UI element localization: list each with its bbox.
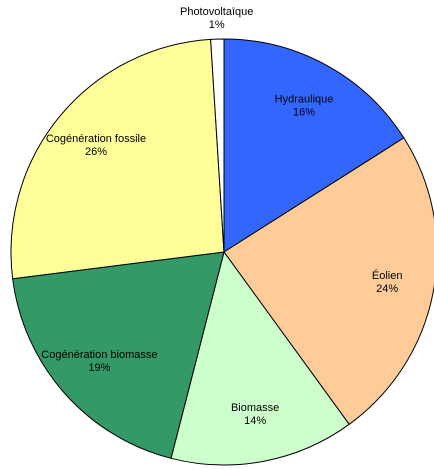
slice-label: Éolien xyxy=(372,269,403,282)
slice-value-label: 1% xyxy=(209,19,225,31)
slice-value-label: 19% xyxy=(88,362,110,374)
pie-slice xyxy=(170,250,350,466)
pie-slice xyxy=(223,38,405,253)
slice-label: Biomasse xyxy=(231,402,279,414)
pie-slice xyxy=(12,251,225,459)
slice-label: Cogénération fossile xyxy=(46,133,146,145)
slice-value-label: 16% xyxy=(293,106,315,118)
slice-label: Cogénération biomasse xyxy=(41,349,157,361)
pie-slice xyxy=(10,38,225,280)
slice-label: Photovoltaïque xyxy=(180,6,253,18)
slice-value-label: 26% xyxy=(85,146,107,158)
slice-value-label: 24% xyxy=(376,283,398,295)
slice-label: Hydraulique xyxy=(275,93,334,105)
pie-slice xyxy=(223,137,434,426)
slice-value-label: 14% xyxy=(244,415,266,427)
pie-slice xyxy=(210,38,225,253)
